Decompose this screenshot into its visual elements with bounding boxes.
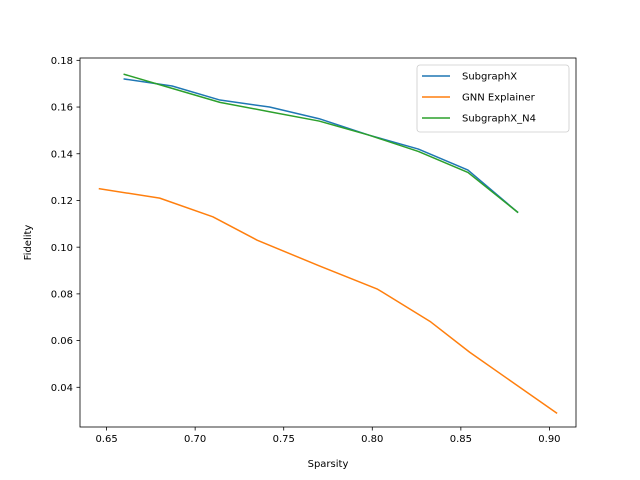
y-tick-label: 0.10: [51, 243, 73, 254]
y-tick-label: 0.08: [51, 289, 73, 300]
x-tick-label: 0.65: [95, 434, 117, 445]
x-tick-label: 0.80: [361, 434, 383, 445]
legend-label: SubgraphX_N4: [462, 114, 536, 125]
legend-label: GNN Explainer: [462, 93, 536, 104]
x-tick-label: 0.85: [450, 434, 472, 445]
y-tick-label: 0.06: [51, 336, 73, 347]
y-tick-label: 0.16: [51, 103, 73, 114]
y-axis-label: Fidelity: [23, 225, 34, 261]
y-tick-label: 0.04: [51, 383, 73, 394]
legend-label: SubgraphX: [462, 72, 517, 83]
y-tick-label: 0.18: [51, 56, 73, 67]
x-tick-label: 0.90: [538, 434, 560, 445]
plot-area-frame: [79, 57, 577, 428]
x-tick-label: 0.75: [273, 434, 295, 445]
series-line-subgraphx: [123, 78, 519, 214]
x-axis: 0.65 0.70 0.75 0.80 0.85 0.90: [95, 427, 561, 445]
series-line-subgraphx-n4: [123, 73, 519, 214]
legend: SubgraphX GNN Explainer SubgraphX_N4: [416, 64, 570, 133]
y-axis: 0.04 0.06 0.08 0.10 0.12 0.14 0.16 0.18: [51, 56, 80, 394]
plot-lines: [98, 73, 558, 415]
x-tick-label: 0.70: [184, 434, 206, 445]
legend-box: [416, 64, 570, 133]
y-tick-label: 0.12: [51, 196, 73, 207]
series-line-gnn-explainer: [98, 187, 558, 415]
y-tick-label: 0.14: [51, 149, 73, 160]
x-axis-label: Sparsity: [308, 459, 349, 470]
